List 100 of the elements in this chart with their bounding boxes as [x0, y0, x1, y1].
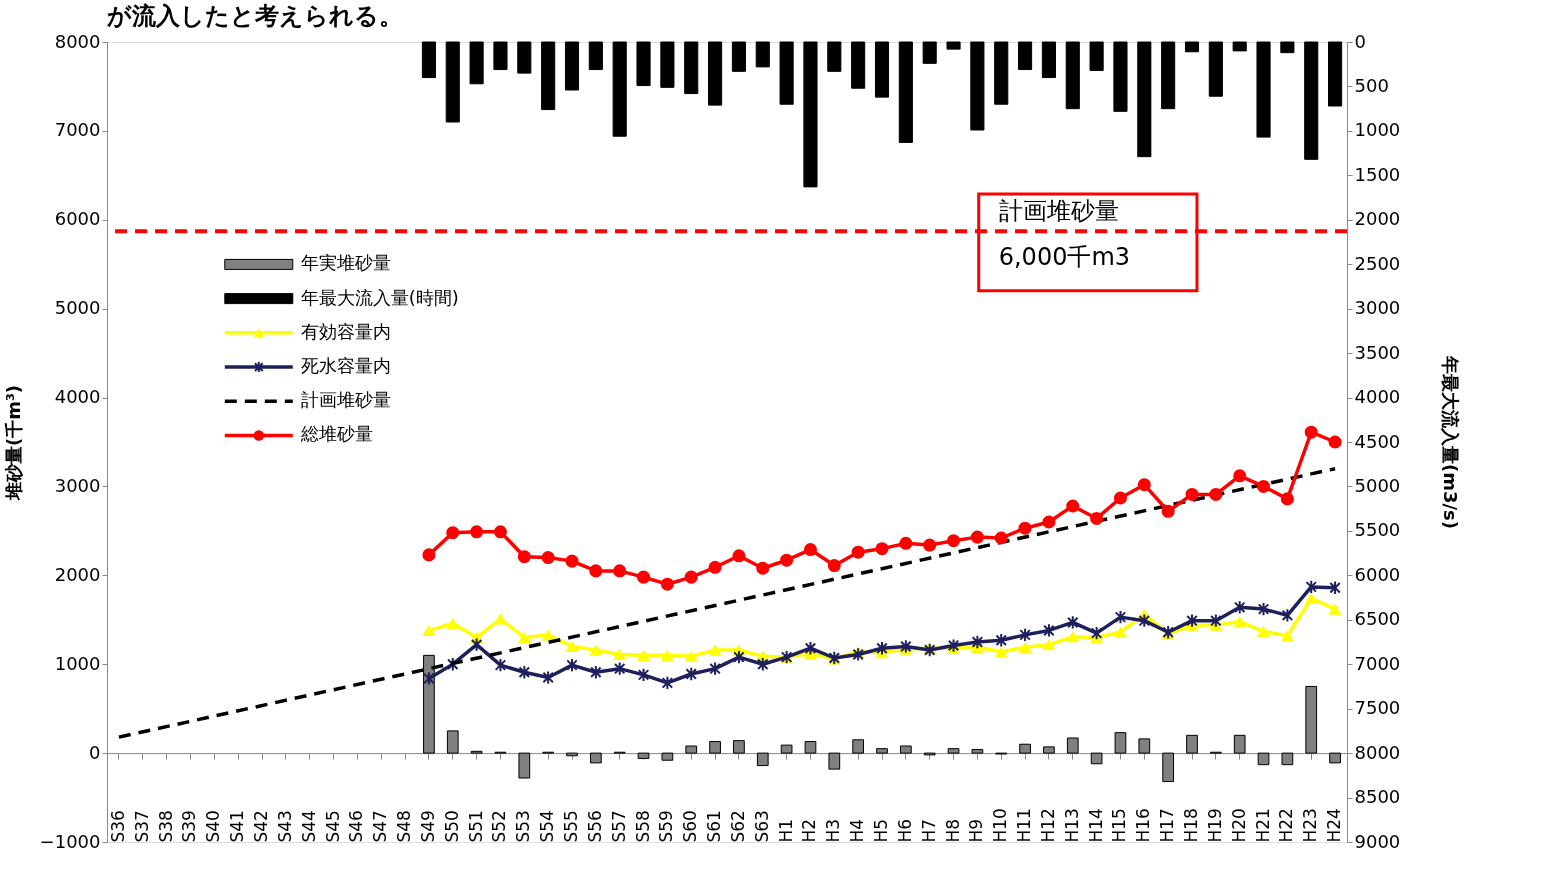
point	[1185, 487, 1199, 501]
point	[803, 543, 817, 557]
x-tick-label: S39	[179, 810, 200, 843]
y2-tick-label: 6000	[1354, 563, 1401, 585]
x-tick-label: H3	[823, 818, 844, 843]
point	[470, 637, 483, 652]
bar	[922, 41, 937, 64]
x-tick-label: S58	[632, 810, 653, 843]
bar	[612, 41, 627, 137]
legend-label: 有効容量内	[300, 320, 391, 342]
point	[875, 542, 889, 556]
point	[494, 657, 507, 673]
point	[708, 560, 722, 574]
point	[1113, 491, 1127, 505]
y2-tick-label: 1000	[1354, 119, 1401, 141]
x-tick-label: S40	[203, 810, 224, 843]
point	[446, 526, 460, 540]
point	[1257, 479, 1271, 493]
point	[493, 613, 507, 625]
point	[900, 639, 912, 654]
point	[541, 629, 555, 641]
x-tick-label: H22	[1276, 808, 1297, 843]
x-tick-label: S50	[441, 810, 462, 843]
x-tick-label: S51	[465, 810, 486, 843]
point	[756, 561, 770, 575]
x-tick-label: S52	[489, 810, 510, 843]
y2-tick-label: 5000	[1354, 474, 1401, 496]
point	[685, 666, 697, 682]
y2-tick-label: 7500	[1354, 697, 1401, 719]
point	[709, 661, 721, 676]
y-tick-label: 1000	[54, 652, 101, 674]
y2-tick-label: 2000	[1354, 208, 1401, 230]
y-tick-label: 5000	[54, 297, 101, 319]
point	[1043, 623, 1055, 638]
bar	[1328, 41, 1343, 107]
point	[1066, 631, 1080, 643]
x-tick-label: S45	[322, 810, 343, 843]
point	[1257, 625, 1271, 637]
y-tick-label: −1000	[39, 830, 101, 852]
legend-label: 年最大流入量(時間)	[300, 286, 459, 308]
point	[899, 536, 913, 550]
point	[852, 647, 864, 662]
point	[1304, 425, 1318, 439]
bar	[1304, 41, 1319, 160]
point	[708, 644, 722, 656]
point	[1019, 627, 1031, 643]
y2-tick-label: 1500	[1354, 163, 1401, 185]
x-tick-label: H6	[894, 818, 915, 843]
bar	[731, 41, 746, 72]
point	[565, 554, 579, 568]
x-tick-label: S37	[131, 810, 152, 843]
bar	[636, 41, 651, 87]
x-tick-label: H8	[942, 818, 963, 843]
bar	[1041, 41, 1056, 79]
y2-tick-label: 7000	[1354, 652, 1401, 674]
point	[422, 624, 436, 637]
x-tick-label: H1	[775, 818, 796, 843]
x-tick-label: S41	[227, 810, 248, 843]
bar	[851, 41, 866, 89]
point	[923, 538, 937, 552]
x-tick-label: S44	[298, 810, 319, 843]
point	[757, 657, 769, 672]
x-tick-label: S46	[346, 810, 367, 843]
x-tick-label: H5	[871, 818, 891, 843]
point	[589, 644, 603, 656]
bar	[1113, 41, 1128, 112]
bar	[541, 41, 556, 111]
bar	[779, 41, 794, 105]
y2-tick-label: 4500	[1354, 430, 1401, 452]
x-tick-label: H18	[1181, 808, 1201, 843]
bar	[970, 41, 985, 131]
point	[1328, 435, 1342, 449]
bar	[421, 41, 436, 79]
bar	[1280, 41, 1295, 54]
x-tick-label: H15	[1109, 808, 1130, 843]
point	[1113, 626, 1127, 638]
point	[1186, 613, 1198, 628]
point	[637, 649, 651, 661]
point	[660, 577, 674, 591]
point	[1018, 521, 1032, 535]
point	[1233, 469, 1247, 483]
bar	[469, 41, 484, 85]
bar	[1232, 41, 1247, 52]
bar	[946, 41, 961, 50]
x-tick-label: H16	[1133, 808, 1154, 843]
point	[613, 648, 627, 661]
x-tick-label: S55	[561, 810, 581, 843]
y-tick-label: 8000	[54, 30, 101, 52]
point	[1114, 609, 1127, 625]
point	[541, 551, 555, 565]
bar	[1018, 41, 1033, 71]
point	[1280, 630, 1294, 642]
x-tick-label: H19	[1204, 808, 1225, 843]
legend-label: 年実堆砂量	[300, 252, 391, 274]
bar	[874, 41, 890, 98]
y2-tick-label: 500	[1354, 74, 1389, 96]
point	[661, 675, 674, 691]
point	[446, 617, 460, 629]
point	[780, 553, 794, 567]
x-tick-label: H24	[1324, 808, 1345, 843]
